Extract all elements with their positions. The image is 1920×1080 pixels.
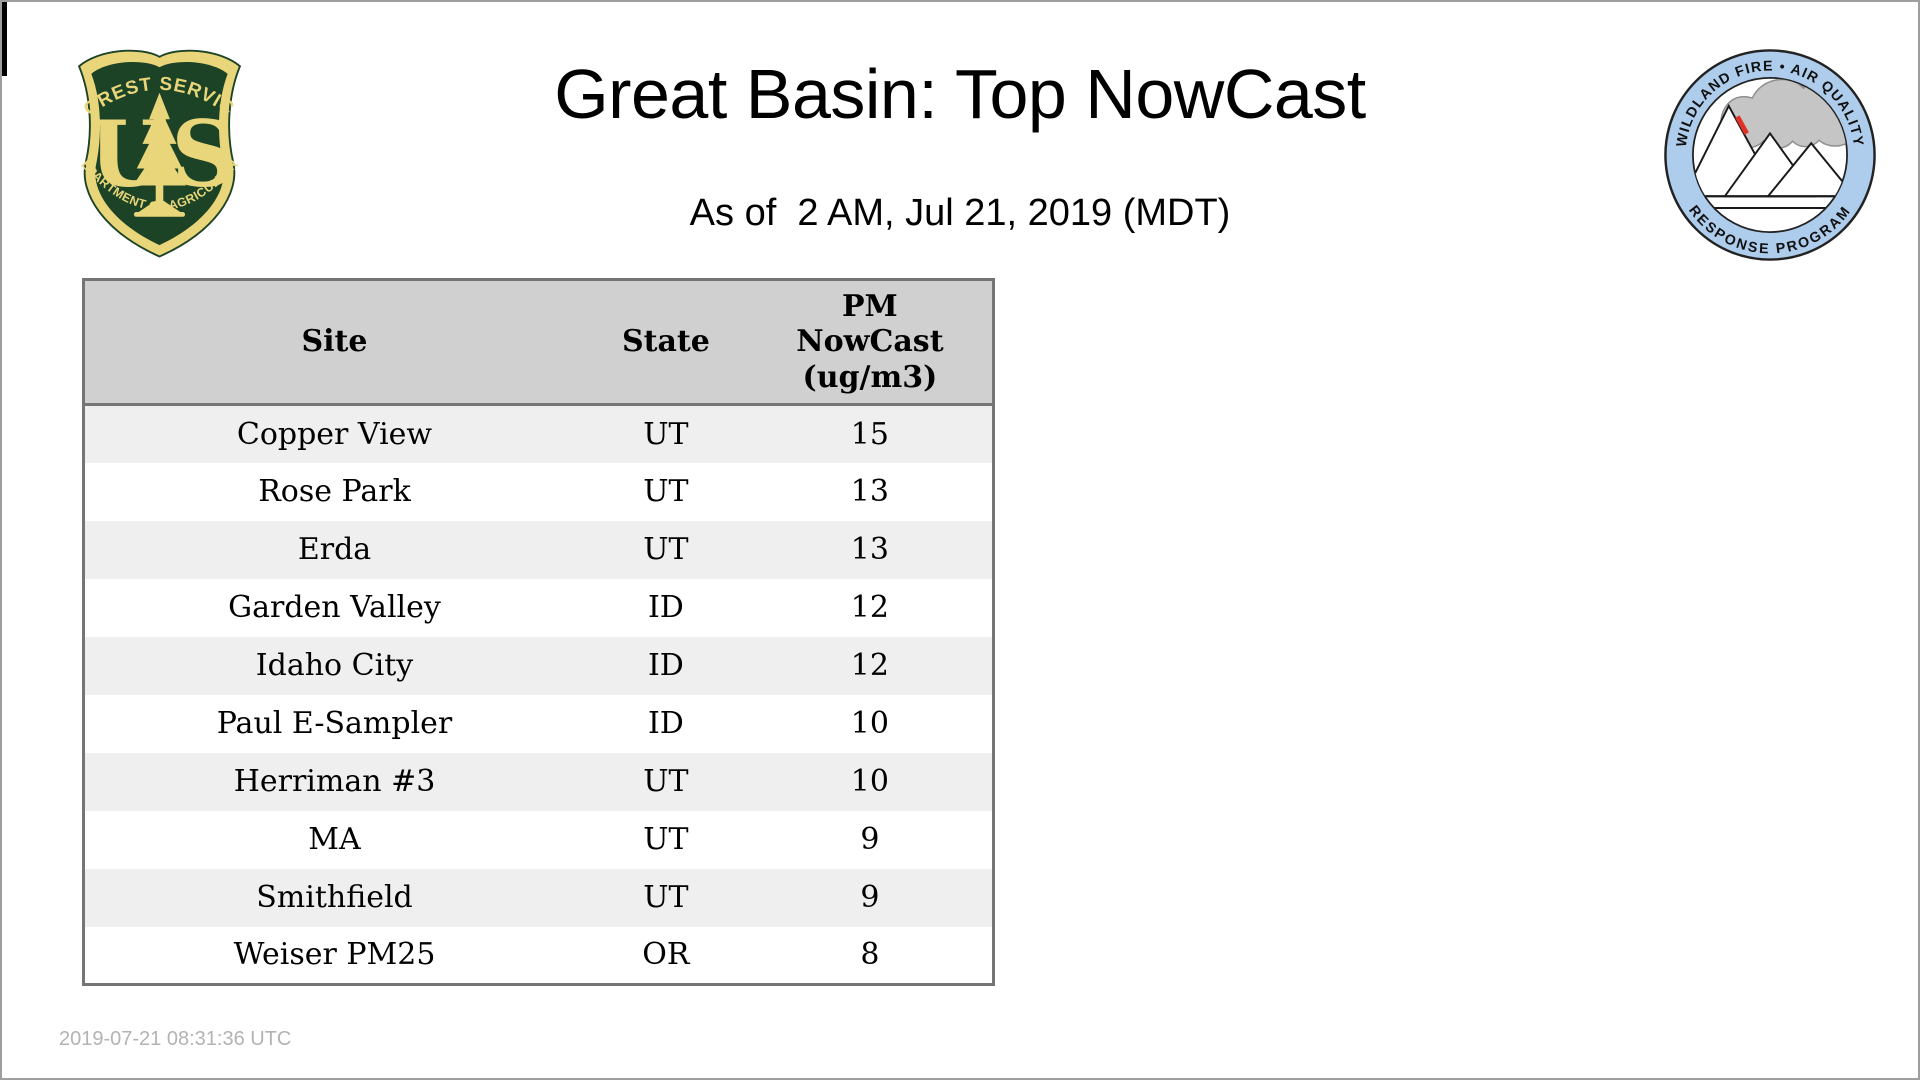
nowcast-table: Site State PM NowCast (ug/m3) Copper Vie…: [82, 278, 995, 986]
state-cell: UT: [643, 880, 689, 915]
site-cell: Rose Park: [258, 474, 411, 509]
table-row: Smithfield UT 9: [83, 868, 994, 927]
site-cell: Smithfield: [256, 880, 413, 915]
page-subtitle: As of 2 AM, Jul 21, 2019 (MDT): [689, 192, 1231, 234]
table-row: Erda UT 13: [83, 520, 994, 579]
column-header-site: Site: [83, 279, 584, 406]
pm-cell: 15: [850, 416, 889, 452]
site-cell: Erda: [297, 532, 372, 567]
pm-cell: 8: [860, 937, 880, 973]
pm-cell: 9: [860, 822, 880, 857]
state-cell: UT: [643, 416, 689, 452]
state-cell: UT: [643, 822, 689, 857]
pm-cell: 13: [850, 474, 889, 509]
state-cell: UT: [643, 474, 689, 509]
state-cell: ID: [647, 706, 684, 741]
table-row: Herriman #3 UT 10: [83, 752, 994, 811]
site-cell: Garden Valley: [228, 590, 441, 625]
page-title: Great Basin: Top NowCast: [554, 55, 1366, 133]
column-header-state: State: [584, 279, 748, 406]
site-cell: Idaho City: [255, 648, 414, 683]
table-row: Rose Park UT 13: [83, 462, 994, 521]
site-cell: Weiser PM25: [233, 937, 436, 973]
site-cell: Paul E-Sampler: [216, 706, 453, 741]
generated-timestamp: 2019-07-21 08:31:36 UTC: [59, 1028, 292, 1050]
state-cell: UT: [643, 532, 689, 567]
state-cell: OR: [642, 937, 690, 973]
table-row: MA UT 9: [83, 810, 994, 869]
table-header-row: Site State PM NowCast (ug/m3): [83, 279, 994, 406]
site-cell: Copper View: [236, 416, 433, 452]
site-cell: MA: [308, 822, 361, 857]
table-row: Copper View UT 15: [83, 404, 994, 463]
pm-cell: 10: [850, 706, 889, 741]
pm-cell: 12: [850, 648, 889, 683]
scan-artifact: [2, 2, 7, 76]
table-row: Idaho City ID 12: [83, 636, 994, 695]
pm-cell: 10: [850, 764, 889, 799]
flame-mark-icon: [1735, 115, 1749, 135]
state-cell: ID: [647, 590, 684, 625]
pm-cell: 12: [850, 590, 889, 625]
column-header-pm: PM NowCast (ug/m3): [747, 279, 994, 406]
forest-service-logo-icon: FOREST SERVICE U S DEPARTMENT OF AGRICUL…: [62, 38, 242, 258]
pm-cell: 13: [850, 532, 889, 567]
state-cell: ID: [647, 648, 684, 683]
table-row: Garden Valley ID 12: [83, 578, 994, 637]
state-cell: UT: [643, 764, 689, 799]
pm-cell: 9: [860, 880, 880, 915]
site-cell: Herriman #3: [233, 764, 436, 799]
table-row: Paul E-Sampler ID 10: [83, 694, 994, 753]
table-row: Weiser PM25 OR 8: [83, 926, 994, 985]
pine-tree-icon: [132, 92, 187, 217]
wildland-fire-air-quality-logo-icon: WILDLAND FIRE • AIR QUALITY RESPONSE PRO…: [1664, 49, 1876, 261]
fs-monogram-s: S: [171, 102, 237, 208]
